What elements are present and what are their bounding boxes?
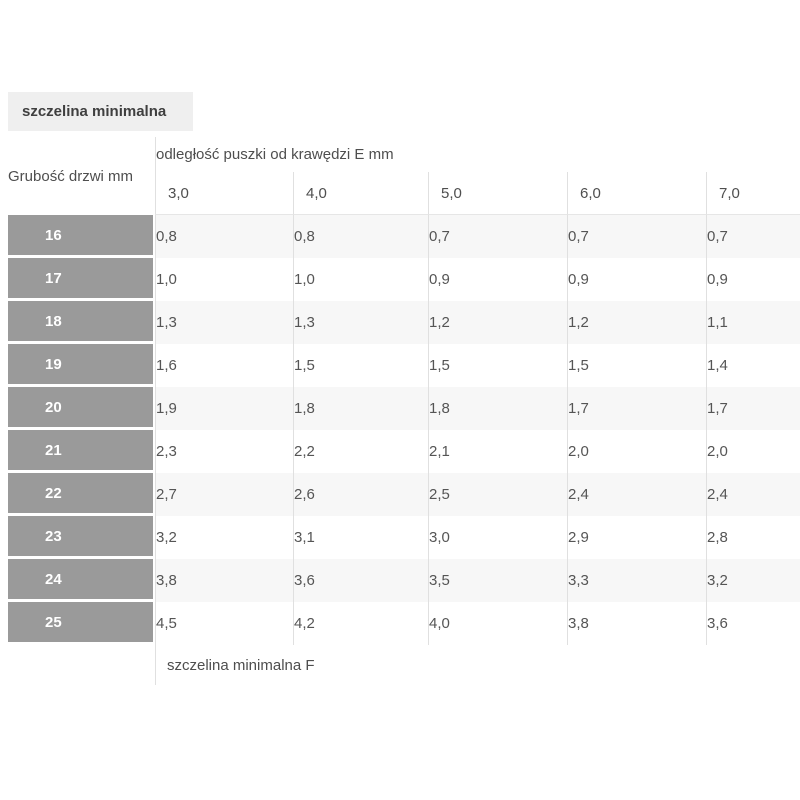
value-cell: 2,8 [706,516,800,559]
column-header: 5,0 [428,172,567,215]
value-cell: 1,8 [293,387,428,430]
value-cell: 0,8 [293,215,428,258]
value-cell: 1,5 [428,344,567,387]
column-group-title: odległość puszki od krawędzi E mm [155,137,800,172]
value-cell: 0,7 [567,215,706,258]
value-cell: 2,0 [706,430,800,473]
column-header: 4,0 [293,172,428,215]
value-cell: 0,9 [428,258,567,301]
table-row: 24 3,8 3,6 3,5 3,3 3,2 [8,559,800,602]
table-row: 17 1,0 1,0 0,9 0,9 0,9 [8,258,800,301]
page: szczelina minimalna Grubość drzwi mm odl… [0,92,800,685]
value-cell: 1,5 [567,344,706,387]
value-cell: 0,7 [706,215,800,258]
value-cell: 2,3 [155,430,293,473]
value-cell: 2,7 [155,473,293,516]
table-row: 20 1,9 1,8 1,8 1,7 1,7 [8,387,800,430]
value-cell: 3,2 [155,516,293,559]
row-header-thickness: 25 [8,602,155,645]
value-cell: 1,1 [706,301,800,344]
table-row: 16 0,8 0,8 0,7 0,7 0,7 [8,215,800,258]
column-header: 7,0 [706,172,800,215]
value-cell: 1,5 [293,344,428,387]
value-cell: 3,8 [567,602,706,645]
value-cell: 1,6 [155,344,293,387]
value-cell: 0,8 [155,215,293,258]
value-cell: 1,7 [706,387,800,430]
table-row: 25 4,5 4,2 4,0 3,8 3,6 [8,602,800,645]
value-cell: 2,2 [293,430,428,473]
value-cell: 3,6 [706,602,800,645]
value-cell: 3,3 [567,559,706,602]
row-header-thickness: 16 [8,215,155,258]
value-cell: 1,8 [428,387,567,430]
value-cell: 1,2 [428,301,567,344]
value-cell: 3,1 [293,516,428,559]
column-header: 3,0 [155,172,293,215]
value-cell: 3,2 [706,559,800,602]
value-cell: 4,2 [293,602,428,645]
table-row: 19 1,6 1,5 1,5 1,5 1,4 [8,344,800,387]
row-header-thickness: 20 [8,387,155,430]
table-header-group-row: Grubość drzwi mm odległość puszki od kra… [8,137,800,185]
value-cell: 3,5 [428,559,567,602]
row-header-thickness: 18 [8,301,155,344]
value-cell: 2,4 [567,473,706,516]
row-header-thickness: 23 [8,516,155,559]
row-header-thickness: 19 [8,344,155,387]
value-cell: 2,9 [567,516,706,559]
gap-spec-table: Grubość drzwi mm odległość puszki od kra… [8,137,800,685]
table-row: 23 3,2 3,1 3,0 2,9 2,8 [8,516,800,559]
table-row: 22 2,7 2,6 2,5 2,4 2,4 [8,473,800,516]
badge-szczelina-minimalna: szczelina minimalna [8,92,193,131]
row-header-thickness: 24 [8,559,155,602]
row-header-thickness: 17 [8,258,155,301]
value-cell: 3,0 [428,516,567,559]
row-header-thickness: 21 [8,430,155,473]
value-cell: 1,3 [155,301,293,344]
value-cell: 2,4 [706,473,800,516]
table-column-header-row: 3,0 4,0 5,0 6,0 7,0 [8,172,800,215]
table-footer-row: szczelina minimalna F [8,645,800,685]
value-cell: 0,9 [706,258,800,301]
value-cell: 0,9 [567,258,706,301]
value-cell: 2,1 [428,430,567,473]
value-cell: 1,2 [567,301,706,344]
table-row: 21 2,3 2,2 2,1 2,0 2,0 [8,430,800,473]
value-cell: 1,0 [155,258,293,301]
value-cell: 3,6 [293,559,428,602]
footer-label: szczelina minimalna F [155,645,800,685]
value-cell: 0,7 [428,215,567,258]
value-cell: 1,7 [567,387,706,430]
table-row: 18 1,3 1,3 1,2 1,2 1,1 [8,301,800,344]
column-header: 6,0 [567,172,706,215]
value-cell: 2,5 [428,473,567,516]
value-cell: 2,6 [293,473,428,516]
value-cell: 1,0 [293,258,428,301]
row-header-thickness: 22 [8,473,155,516]
value-cell: 2,0 [567,430,706,473]
value-cell: 1,9 [155,387,293,430]
footer-spacer-cell [8,645,155,685]
value-cell: 3,8 [155,559,293,602]
value-cell: 4,5 [155,602,293,645]
value-cell: 1,4 [706,344,800,387]
value-cell: 1,3 [293,301,428,344]
row-header-title: Grubość drzwi mm [8,167,134,185]
value-cell: 4,0 [428,602,567,645]
